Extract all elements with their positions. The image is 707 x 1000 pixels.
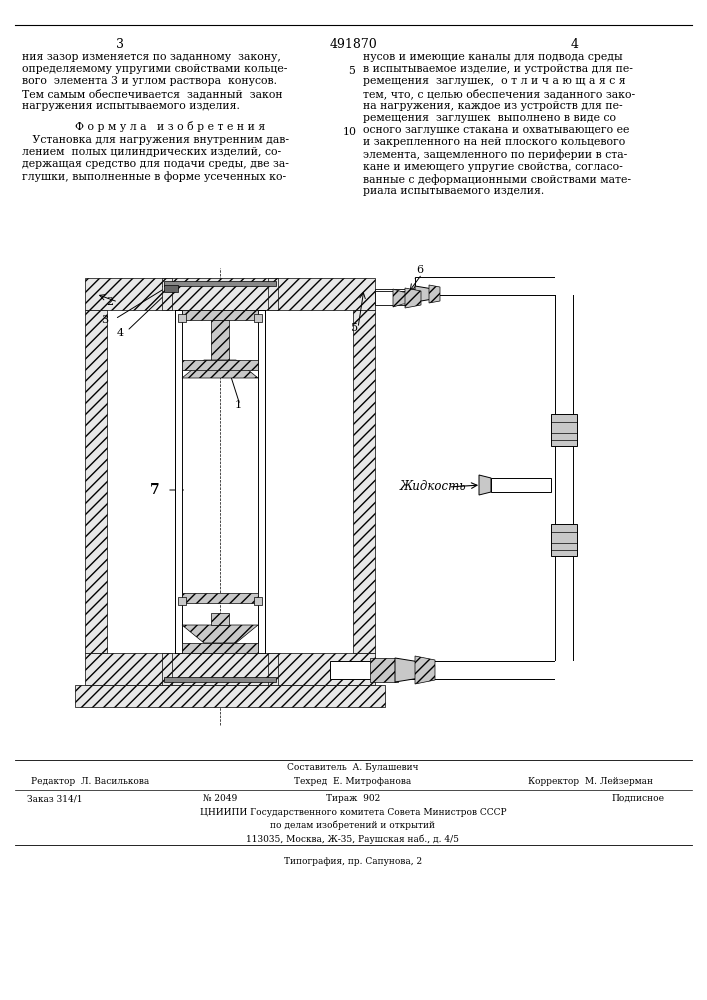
Text: элемента, защемленного по периферии в ста-: элемента, защемленного по периферии в ст… xyxy=(363,150,627,160)
Bar xyxy=(370,658,398,682)
Bar xyxy=(182,643,258,653)
Bar xyxy=(162,653,172,685)
Text: тем, что, с целью обеспечения заданного зако-: тем, что, с целью обеспечения заданного … xyxy=(363,89,635,99)
Bar xyxy=(175,310,182,653)
Text: 1: 1 xyxy=(235,400,242,410)
Bar xyxy=(182,360,258,370)
Text: Составитель  А. Булашевич: Составитель А. Булашевич xyxy=(287,763,419,772)
Bar xyxy=(164,281,276,286)
Bar xyxy=(375,289,420,299)
Polygon shape xyxy=(405,288,421,308)
Bar xyxy=(268,278,278,310)
Polygon shape xyxy=(393,289,407,307)
Bar xyxy=(75,685,385,707)
Polygon shape xyxy=(395,658,420,682)
Bar xyxy=(551,414,577,446)
Bar xyxy=(375,661,573,679)
Text: Тираж  902: Тираж 902 xyxy=(326,794,380,803)
Text: и закрепленного на ней плоского кольцевого: и закрепленного на ней плоского кольцево… xyxy=(363,137,625,147)
Bar xyxy=(182,593,258,603)
Text: 491870: 491870 xyxy=(329,38,377,51)
Text: Типография, пр. Сапунова, 2: Типография, пр. Сапунова, 2 xyxy=(284,857,422,866)
Text: на нагружения, каждое из устройств для пе-: на нагружения, каждое из устройств для п… xyxy=(363,101,623,111)
Text: Установка для нагружения внутренним дав-: Установка для нагружения внутренним дав- xyxy=(22,135,289,145)
Polygon shape xyxy=(182,360,258,378)
Bar xyxy=(254,314,262,322)
Bar xyxy=(254,597,262,605)
Text: по делам изобретений и открытий: по делам изобретений и открытий xyxy=(271,821,436,830)
Text: 2: 2 xyxy=(107,297,114,307)
Text: 5: 5 xyxy=(351,323,358,333)
Text: глушки, выполненные в форме усеченных ко-: глушки, выполненные в форме усеченных ко… xyxy=(22,172,286,182)
Text: Жидкость: Жидкость xyxy=(400,481,467,493)
Text: Подписное: Подписное xyxy=(612,794,665,803)
Bar xyxy=(258,310,265,653)
Text: ЦНИИПИ Государственного комитета Совета Министров СССР: ЦНИИПИ Государственного комитета Совета … xyxy=(199,808,506,817)
Text: ремещения  заглушек  выполнено в виде со: ремещения заглушек выполнено в виде со xyxy=(363,113,616,123)
Bar xyxy=(375,291,405,305)
Bar xyxy=(85,310,107,653)
Bar xyxy=(330,661,564,679)
Text: 7: 7 xyxy=(150,483,160,497)
Bar xyxy=(211,320,229,360)
Text: 4: 4 xyxy=(117,328,124,338)
Text: Заказ 314/1: Заказ 314/1 xyxy=(28,794,83,803)
Bar xyxy=(555,286,573,670)
Text: 3: 3 xyxy=(101,315,109,325)
Bar xyxy=(162,278,172,310)
Text: Редактор  Л. Василькова: Редактор Л. Василькова xyxy=(31,777,149,786)
Polygon shape xyxy=(182,625,258,643)
Bar xyxy=(555,661,578,684)
Text: 6: 6 xyxy=(416,265,423,275)
Bar xyxy=(353,310,375,653)
Text: ванные с деформационными свойствами мате-: ванные с деформационными свойствами мате… xyxy=(363,174,631,185)
Bar xyxy=(555,272,578,295)
Bar xyxy=(85,278,375,310)
Bar xyxy=(491,478,551,492)
Bar xyxy=(85,653,375,685)
Polygon shape xyxy=(415,286,433,302)
Text: Техред  Е. Митрофанова: Техред Е. Митрофанова xyxy=(294,777,411,786)
Text: 113035, Москва, Ж-35, Раушская наб., д. 4/5: 113035, Москва, Ж-35, Раушская наб., д. … xyxy=(247,834,460,844)
Text: нусов и имеющие каналы для подвода среды: нусов и имеющие каналы для подвода среды xyxy=(363,52,623,62)
Bar xyxy=(164,285,178,292)
Polygon shape xyxy=(429,285,440,303)
Text: Ф о р м у л а   и з о б р е т е н и я: Ф о р м у л а и з о б р е т е н и я xyxy=(75,121,265,132)
Text: в испытываемое изделие, и устройства для пе-: в испытываемое изделие, и устройства для… xyxy=(363,64,633,74)
Bar xyxy=(211,613,229,625)
Text: Корректор  М. Лейзерман: Корректор М. Лейзерман xyxy=(527,777,653,786)
Bar xyxy=(178,597,186,605)
Text: риала испытываемого изделия.: риала испытываемого изделия. xyxy=(363,186,544,196)
Bar xyxy=(551,524,577,556)
Polygon shape xyxy=(415,656,435,684)
Text: нагружения испытываемого изделия.: нагружения испытываемого изделия. xyxy=(22,101,240,111)
Bar xyxy=(268,653,278,685)
Text: кане и имеющего упругие свойства, согласо-: кане и имеющего упругие свойства, соглас… xyxy=(363,162,623,172)
Text: № 2049: № 2049 xyxy=(203,794,237,803)
Text: ния зазор изменяется по заданному  закону,: ния зазор изменяется по заданному закону… xyxy=(22,52,281,62)
Text: вого  элемента 3 и углом раствора  конусов.: вого элемента 3 и углом раствора конусов… xyxy=(22,76,277,86)
Text: 5: 5 xyxy=(349,66,356,76)
Polygon shape xyxy=(479,475,491,495)
Bar xyxy=(164,677,276,682)
Bar xyxy=(178,314,186,322)
Text: 3: 3 xyxy=(116,38,124,51)
Text: лением  полых цилиндрических изделий, со-: лением полых цилиндрических изделий, со- xyxy=(22,147,281,157)
Text: 4: 4 xyxy=(571,38,579,51)
Text: 10: 10 xyxy=(343,127,357,137)
Text: держащая средство для подачи среды, две за-: держащая средство для подачи среды, две … xyxy=(22,159,289,169)
Text: Тем самым обеспечивается  заданный  закон: Тем самым обеспечивается заданный закон xyxy=(22,89,283,99)
Polygon shape xyxy=(182,310,258,320)
Text: ремещения  заглушек,  о т л и ч а ю щ а я с я: ремещения заглушек, о т л и ч а ю щ а я … xyxy=(363,76,626,86)
Text: осного заглушке стакана и охватывающего ее: осного заглушке стакана и охватывающего … xyxy=(363,125,629,135)
Text: определяемому упругими свойствами кольце-: определяемому упругими свойствами кольце… xyxy=(22,64,287,74)
Bar xyxy=(415,277,564,295)
